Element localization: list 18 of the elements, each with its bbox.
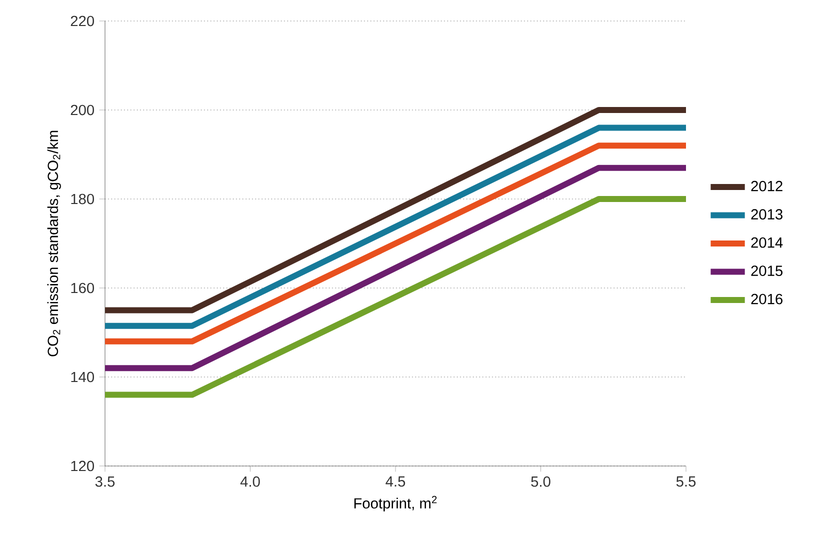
y-tick-label: 140	[71, 372, 94, 382]
x-tick-label: 4.0	[240, 476, 260, 487]
legend-label: 2014	[751, 237, 783, 248]
x-tick-label: 5.0	[531, 476, 550, 487]
legend-label: 2012	[751, 180, 782, 192]
legend-label: 2016	[751, 294, 782, 304]
y-tick-label: 120	[71, 460, 94, 472]
x-tick-label: 3.5	[95, 476, 115, 487]
y-tick-label: 220	[70, 16, 94, 26]
y-tick-label: 180	[71, 194, 94, 204]
y-tick-label: 200	[70, 104, 94, 116]
x-tick-label: 4.5	[386, 476, 406, 487]
x-axis-title: Footprint, m$^{2}$	[354, 496, 437, 512]
legend-label: 2015	[751, 266, 782, 276]
x-tick-label: 5.5	[676, 476, 696, 487]
legend-label: 2013	[751, 209, 782, 220]
y-tick-label: 160	[71, 282, 94, 294]
y-axis-title: CO$_{2}$ emission standards, gCO$_{2}$/km	[47, 130, 61, 356]
